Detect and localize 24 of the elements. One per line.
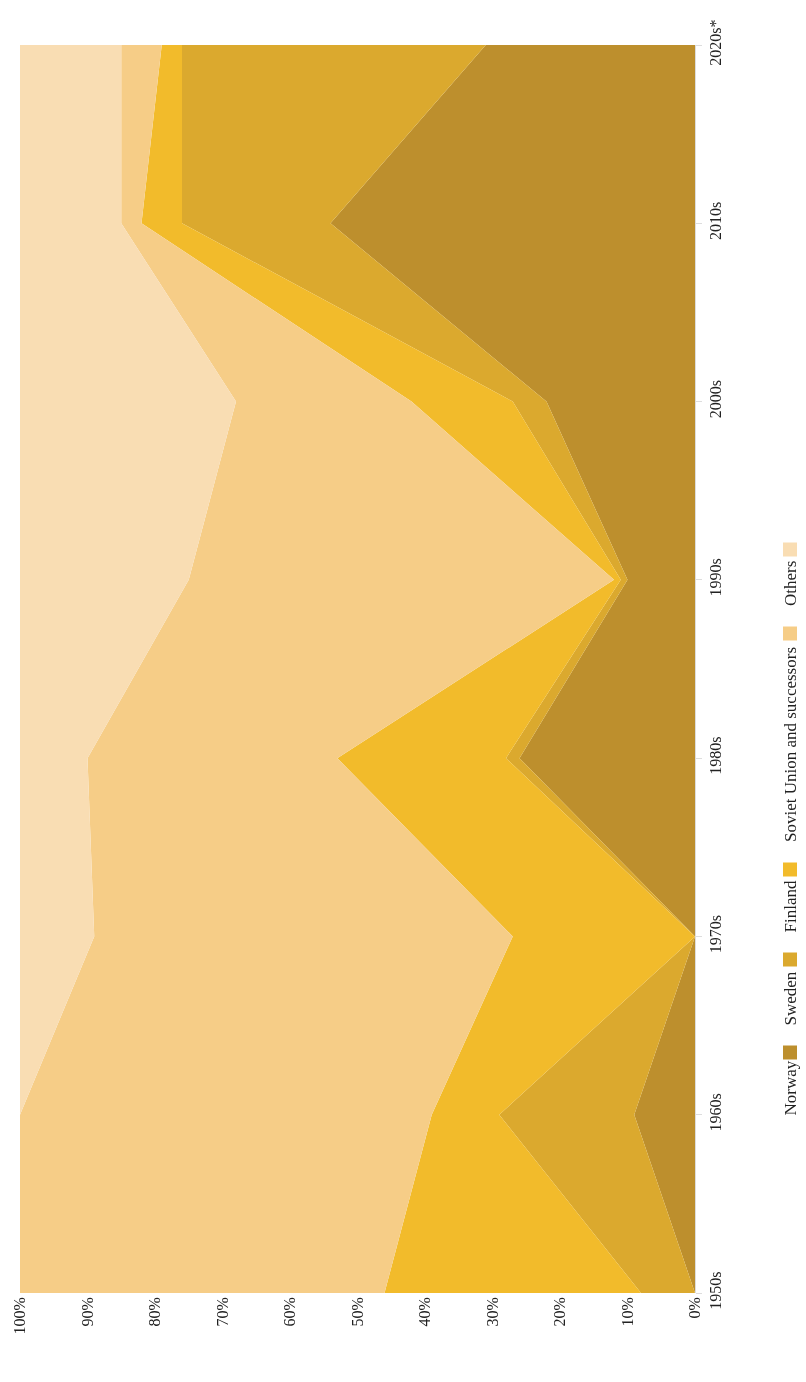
x-tick-label: 100% (11, 1297, 29, 1335)
x-tick-label: 50% (348, 1297, 366, 1327)
x-tick-label: 90% (78, 1297, 96, 1327)
x-tick-label: 60% (281, 1297, 299, 1327)
legend-label: Soviet Union and successors (781, 646, 800, 842)
y-tick-label: 1970s (707, 914, 725, 954)
x-tick-label: 10% (618, 1297, 636, 1327)
y-tick-label: 2000s (707, 380, 725, 419)
legend-label: Finland (780, 880, 800, 933)
legend-label: Norway (780, 1060, 800, 1116)
y-tick-label: 2020s* (707, 19, 725, 66)
x-tick-label: 80% (146, 1297, 164, 1327)
x-tick-label: 30% (483, 1297, 501, 1327)
legend-label: Others (781, 560, 800, 606)
legend-label: Sweden (780, 971, 800, 1026)
y-tick-label: 1990s (707, 558, 725, 597)
y-tick-label: 1980s (707, 736, 725, 775)
x-tick-label: 40% (416, 1297, 434, 1327)
y-tick-label: 1950s (707, 1271, 725, 1310)
y-tick-label: 2010s (707, 201, 725, 241)
x-tick-label: 0% (686, 1297, 704, 1319)
x-tick-label: 70% (213, 1297, 231, 1327)
x-tick-label: 20% (551, 1297, 569, 1327)
y-tick-label: 1960s (707, 1093, 725, 1132)
